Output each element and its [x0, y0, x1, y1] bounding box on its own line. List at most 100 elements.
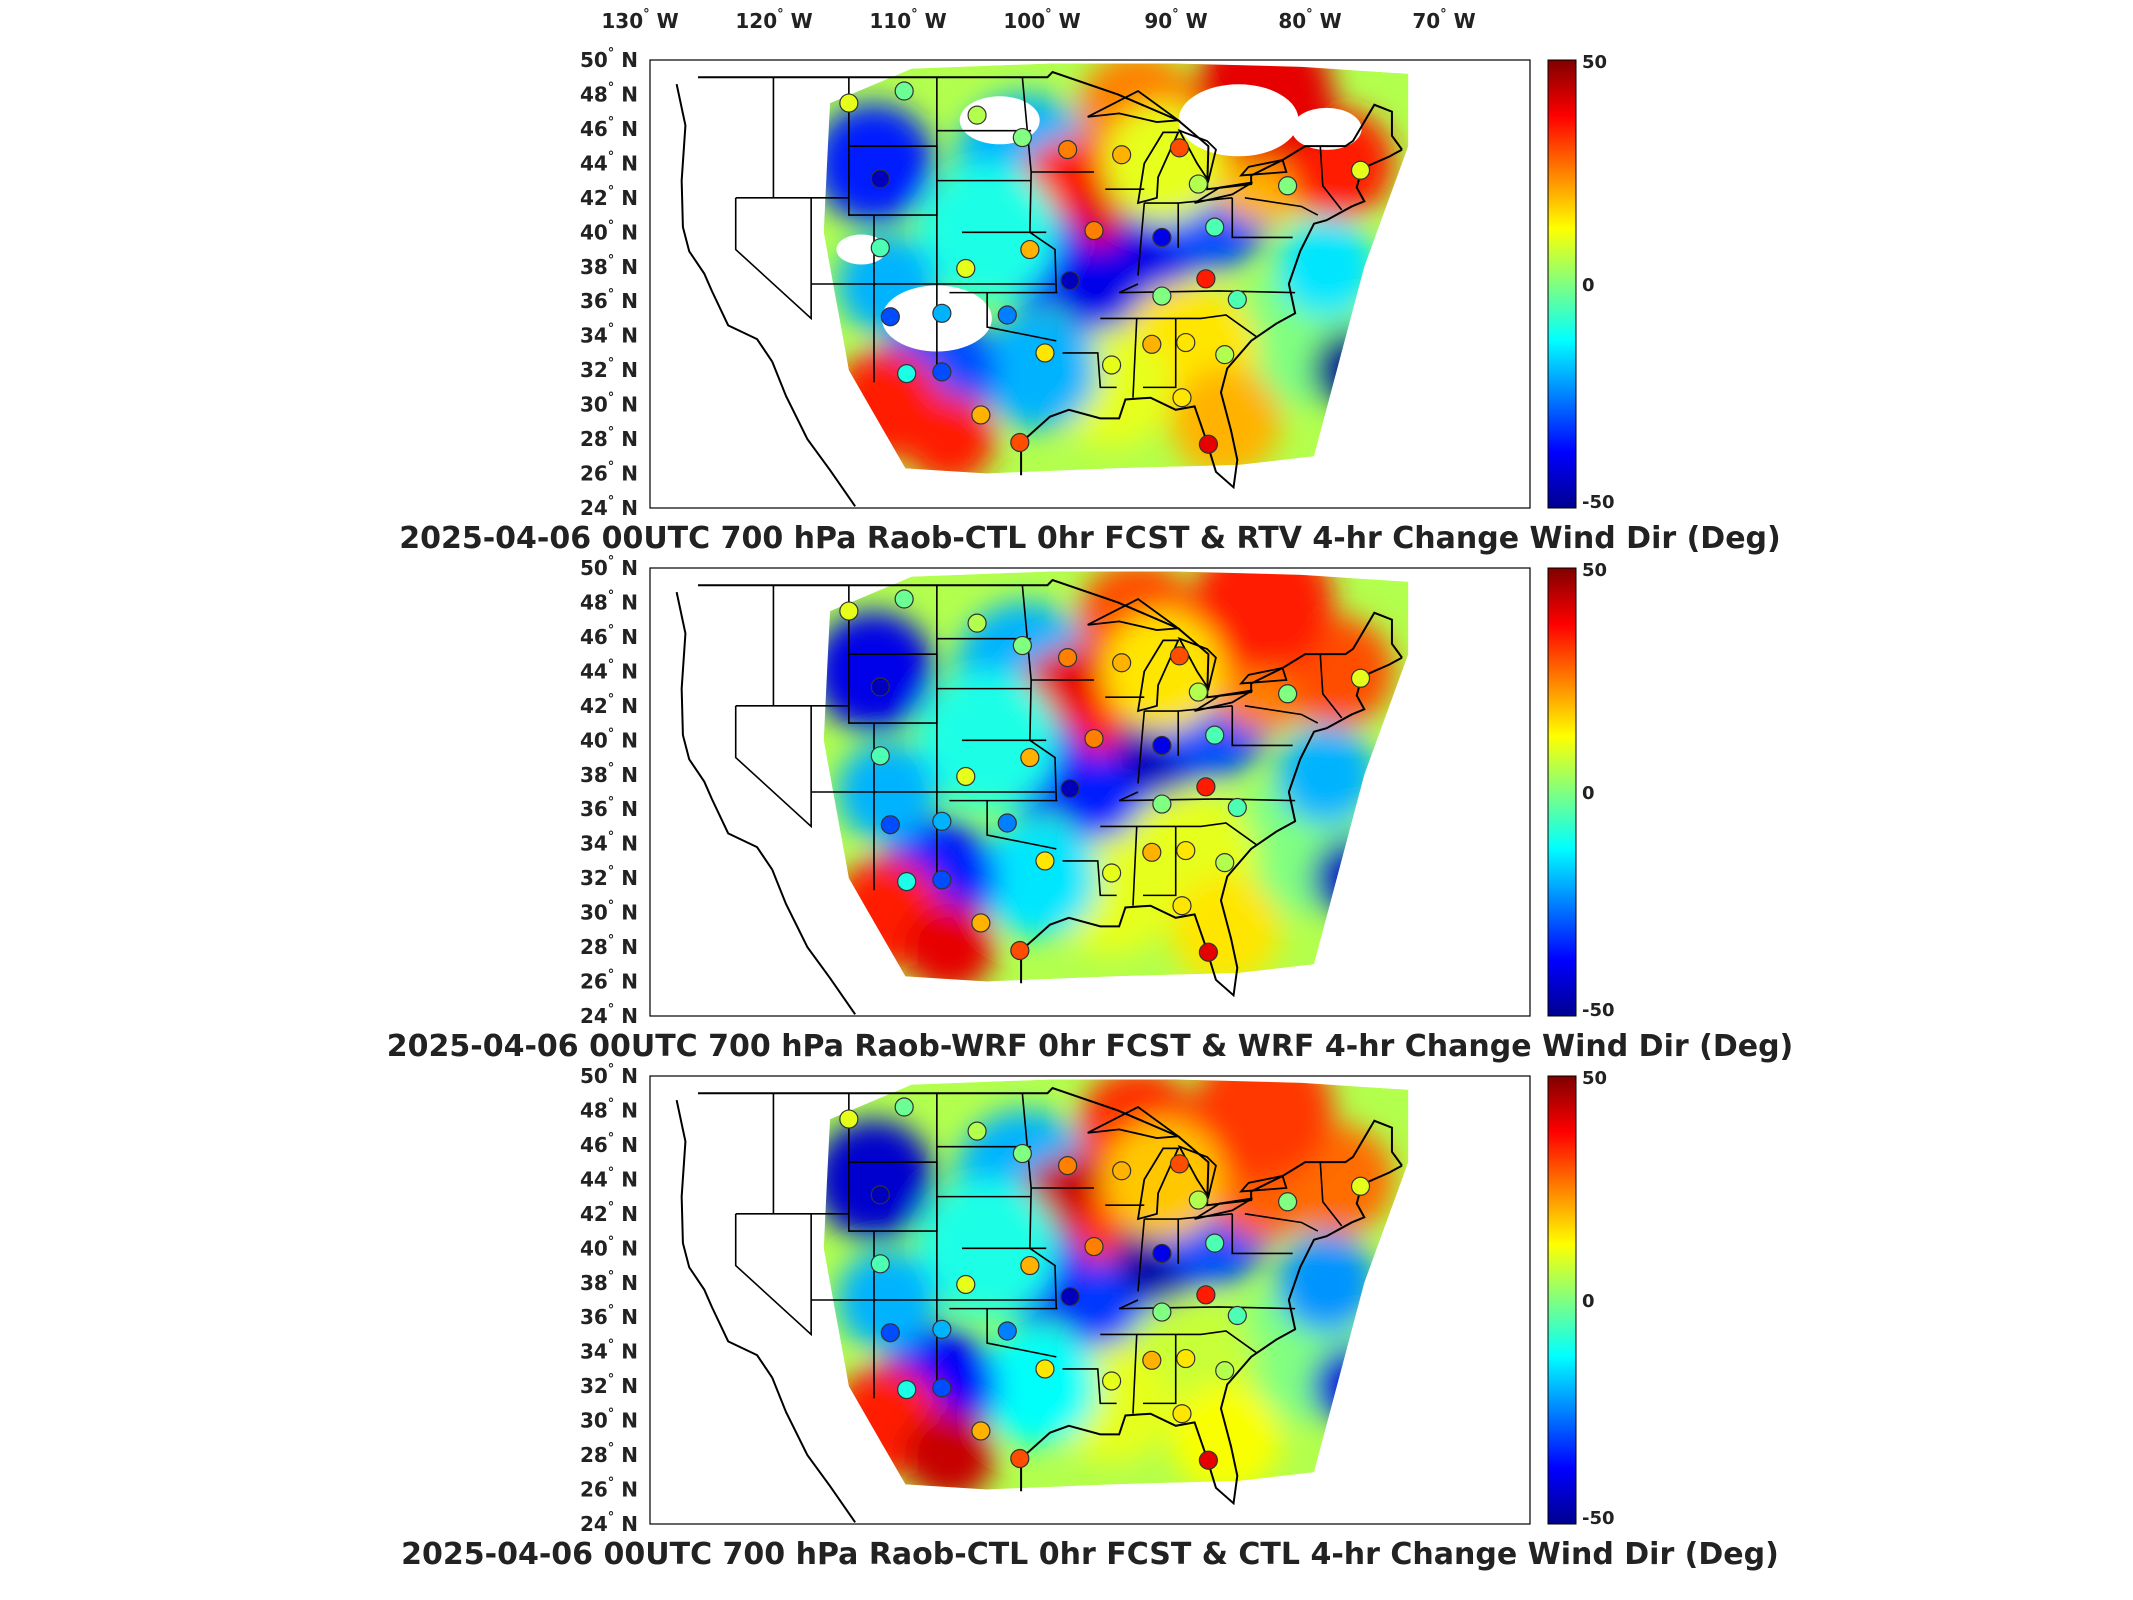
state-boundary: [1137, 202, 1146, 276]
raob-station-marker: [967, 105, 987, 125]
panels: 50° N 48° N 46° N 44° N 42° N 40° N 38° N 36° N…: [387, 46, 1794, 1572]
panel-title: 2025-04-06 00UTC 700 hPa Raob-CTL 0hr FC…: [399, 521, 1781, 556]
lat-tick-38: 38° N: [580, 1269, 638, 1295]
state-boundary: [1244, 197, 1319, 216]
lat-tick-32: 32° N: [580, 864, 638, 890]
lat-tick-36: 36° N: [580, 795, 638, 821]
colorbar: 50 0 -50: [1547, 52, 1615, 513]
raob-station-marker: [1152, 286, 1172, 306]
colorbar-gradient: [1547, 1075, 1577, 1525]
lat-tick-50: 50° N: [580, 46, 638, 72]
colorbar-min-label: -50: [1582, 492, 1615, 513]
field-blob: [1193, 1079, 1334, 1181]
state-boundary: [1231, 705, 1293, 747]
lat-tick-48: 48° N: [580, 1096, 638, 1122]
state-boundary: [1244, 1213, 1319, 1232]
field-blob: [1171, 874, 1281, 982]
raob-station-marker: [1101, 863, 1122, 883]
lat-tick-labels: 50° N 48° N 46° N 44° N 42° N 40° N 38° N 36° N…: [580, 554, 638, 1028]
raob-station-marker: [1169, 138, 1190, 158]
state-boundary: [1132, 826, 1138, 906]
raob-station-marker: [1176, 1348, 1196, 1369]
lat-tick-24: 24° N: [580, 1002, 638, 1028]
state-boundary: [1143, 826, 1177, 897]
colorbar-gradient: [1547, 567, 1577, 1017]
raob-station-marker: [870, 1185, 890, 1205]
state-boundary: [1319, 146, 1343, 211]
raob-station-marker: [1010, 432, 1030, 453]
great-lake-outline: [1087, 597, 1181, 631]
lon-tick-100: 100° W: [1003, 7, 1080, 33]
raob-station-marker: [1205, 1233, 1225, 1253]
raob-station-marker: [1277, 1192, 1298, 1212]
state-boundary: [1137, 710, 1146, 784]
state-boundary: [734, 1213, 812, 1337]
raob-station-marker: [932, 303, 952, 323]
raob-stations: [839, 1097, 1371, 1470]
lat-tick-46: 46° N: [580, 623, 638, 649]
raob-station-marker: [971, 913, 991, 933]
lat-tick-46: 46° N: [580, 1131, 638, 1157]
great-lake-outline: [1136, 639, 1180, 713]
raob-station-marker: [1112, 1161, 1132, 1181]
raob-station-marker: [897, 1379, 917, 1400]
lat-tick-44: 44° N: [580, 1165, 638, 1191]
raob-station-marker: [932, 1319, 952, 1339]
lat-tick-labels: 50° N 48° N 46° N 44° N 42° N 40° N 38° N 36° N…: [580, 1062, 638, 1536]
raob-station-marker: [1152, 1243, 1172, 1264]
lat-tick-28: 28° N: [580, 425, 638, 451]
raob-station-marker: [1215, 1361, 1235, 1381]
raob-station-marker: [1012, 635, 1032, 656]
raob-station-marker: [997, 1321, 1017, 1341]
field-blob: [1171, 366, 1281, 474]
state-boundary: [734, 197, 812, 321]
raob-station-marker: [1198, 1450, 1219, 1470]
lat-tick-44: 44° N: [580, 657, 638, 683]
raob-station-marker: [1277, 176, 1298, 196]
field-blob: [977, 818, 1098, 939]
raob-station-marker: [839, 1109, 859, 1129]
great-lake-outline: [1136, 1147, 1180, 1221]
raob-station-marker: [1205, 217, 1225, 237]
no-data-area: [1291, 107, 1362, 150]
great-lake-outline: [1238, 1174, 1288, 1193]
state-boundary: [1137, 1218, 1146, 1292]
panel-bottom: 50° N 48° N 46° N 44° N 42° N 40° N 38° N 36° N…: [401, 1062, 1779, 1572]
west-coastline: [675, 83, 774, 363]
colorbar-mid-label: 0: [1582, 1291, 1595, 1312]
raob-station-marker: [1035, 1359, 1055, 1379]
state-boundary: [1100, 314, 1258, 339]
state-boundary: [1319, 654, 1343, 719]
great-lake-outline: [1087, 1105, 1181, 1139]
lon-tick-80: 80° W: [1278, 7, 1341, 33]
lat-tick-48: 48° N: [580, 80, 638, 106]
great-lake-outline: [1087, 89, 1181, 123]
lat-tick-30: 30° N: [580, 1407, 638, 1433]
raob-station-marker: [880, 307, 900, 327]
raob-station-marker: [1176, 332, 1196, 353]
raob-station-marker: [1060, 1286, 1080, 1307]
raob-station-marker: [1112, 653, 1132, 673]
state-boundary: [1062, 1368, 1117, 1405]
raob-stations: [839, 589, 1371, 962]
raob-station-marker: [870, 238, 890, 258]
state-boundary: [734, 705, 812, 829]
raob-station-marker: [1350, 160, 1371, 180]
lat-tick-26: 26° N: [580, 460, 638, 486]
raob-station-marker: [997, 813, 1017, 833]
raob-station-marker: [932, 1378, 952, 1398]
lat-tick-42: 42° N: [580, 692, 638, 718]
baja-coastline: [771, 361, 856, 507]
raob-station-marker: [1101, 355, 1122, 375]
state-boundary: [1143, 318, 1177, 389]
panel-title: 2025-04-06 00UTC 700 hPa Raob-WRF 0hr FC…: [387, 1029, 1794, 1064]
state-boundary: [1231, 197, 1293, 239]
great-lake-outline: [1194, 1197, 1253, 1220]
lat-tick-50: 50° N: [580, 1062, 638, 1088]
raob-station-marker: [894, 1097, 914, 1117]
raob-station-marker: [1198, 434, 1219, 454]
raob-station-marker: [956, 766, 976, 787]
raob-station-marker: [1152, 1302, 1172, 1322]
state-boundary: [1100, 822, 1258, 847]
